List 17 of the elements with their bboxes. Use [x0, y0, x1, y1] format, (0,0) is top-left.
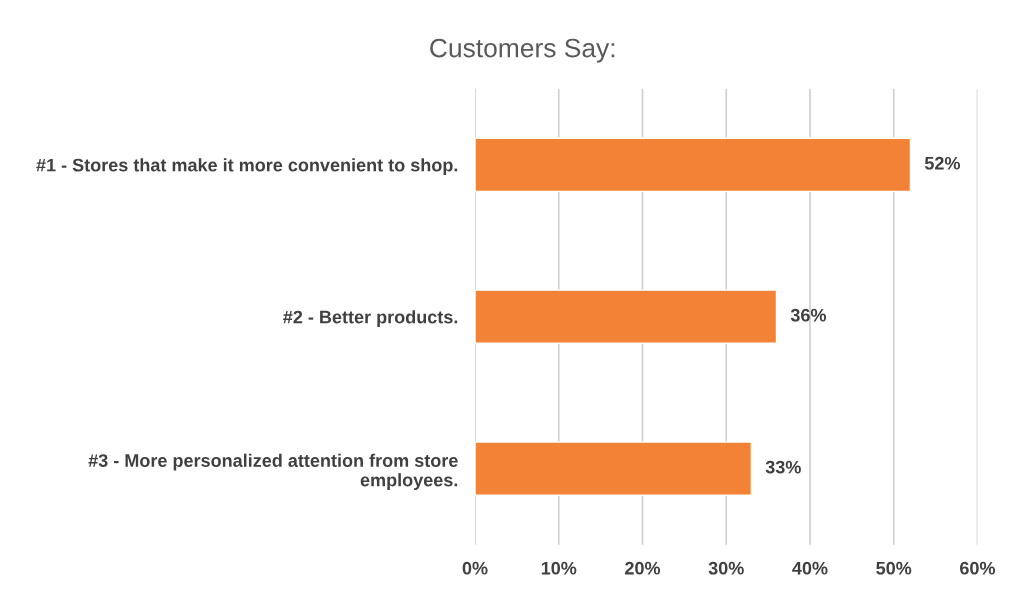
x-tick-label: 50% — [876, 561, 912, 575]
chart-title: Customers Say: — [430, 38, 615, 63]
bar — [475, 289, 778, 345]
x-tick-label: 60% — [960, 561, 996, 575]
y-tick-label: #3 - More personalized attention from store employees. — [88, 453, 458, 490]
data-label: 52% — [924, 156, 961, 170]
x-tick-label: 30% — [708, 561, 744, 575]
data-label: 36% — [790, 308, 827, 322]
y-tick-label: #1 - Stores that make it more convenient to shop. — [36, 158, 458, 176]
x-tick-label: 20% — [625, 561, 661, 575]
x-tick-label: 0% — [462, 561, 488, 575]
x-tick-label: 10% — [541, 561, 577, 575]
bar — [475, 137, 912, 193]
x-tick-label: 40% — [792, 561, 828, 575]
y-tick-label: #2 - Better products. — [283, 310, 458, 328]
data-label: 33% — [765, 460, 801, 474]
bar — [475, 441, 753, 496]
